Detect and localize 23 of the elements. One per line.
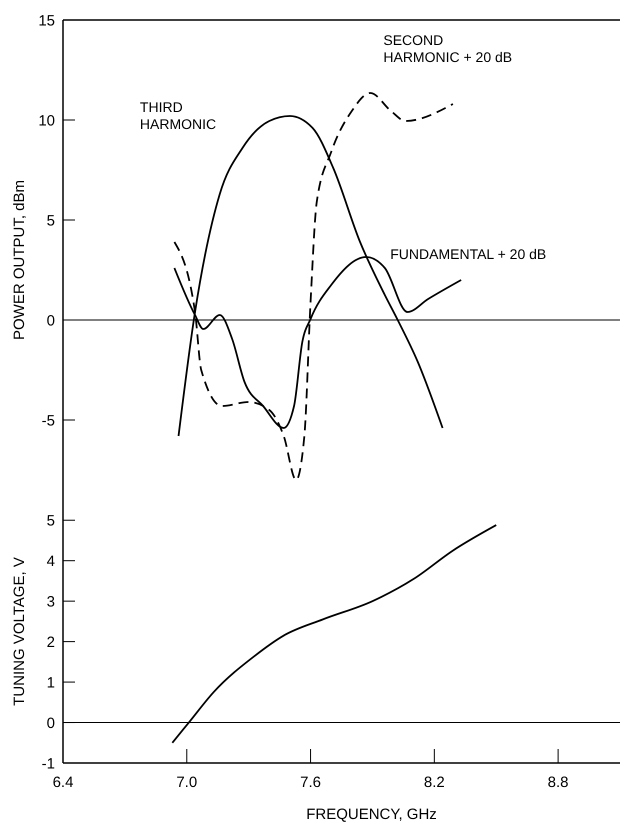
y-tick-label: 3 bbox=[46, 593, 55, 610]
y-tick-label: -1 bbox=[42, 755, 55, 772]
series-label: FUNDAMENTAL + 20 dB bbox=[390, 246, 546, 262]
y-tick-label: 4 bbox=[46, 552, 55, 570]
y-axis-title: POWER OUTPUT, dBm bbox=[11, 180, 28, 340]
x-tick-label: 8.2 bbox=[424, 774, 445, 791]
x-tick-label: 8.8 bbox=[548, 774, 569, 791]
y-tick-label: -5 bbox=[42, 412, 55, 430]
y-axis-title: TUNING VOLTAGE, V bbox=[11, 557, 28, 706]
y-tick-label: 0 bbox=[46, 714, 55, 732]
text: THIRD HARMONIC bbox=[140, 99, 216, 132]
y-tick-label: 0 bbox=[46, 312, 55, 330]
y-tick-label: 15 bbox=[38, 12, 55, 30]
x-axis-title: FREQUENCY, GHz bbox=[306, 806, 437, 823]
y-tick-label: 5 bbox=[46, 212, 55, 230]
y-tick-label: 1 bbox=[46, 674, 55, 692]
y-tick-label: 5 bbox=[46, 512, 55, 530]
x-tick-label: 7.6 bbox=[300, 774, 321, 791]
y-tick-label: 10 bbox=[38, 112, 55, 130]
x-tick-label: 6.4 bbox=[52, 774, 74, 791]
x-tick-label: 7.0 bbox=[176, 774, 198, 791]
y-tick-label: 2 bbox=[46, 634, 55, 651]
text: SECOND HARMONIC + 20 dB bbox=[383, 32, 512, 65]
